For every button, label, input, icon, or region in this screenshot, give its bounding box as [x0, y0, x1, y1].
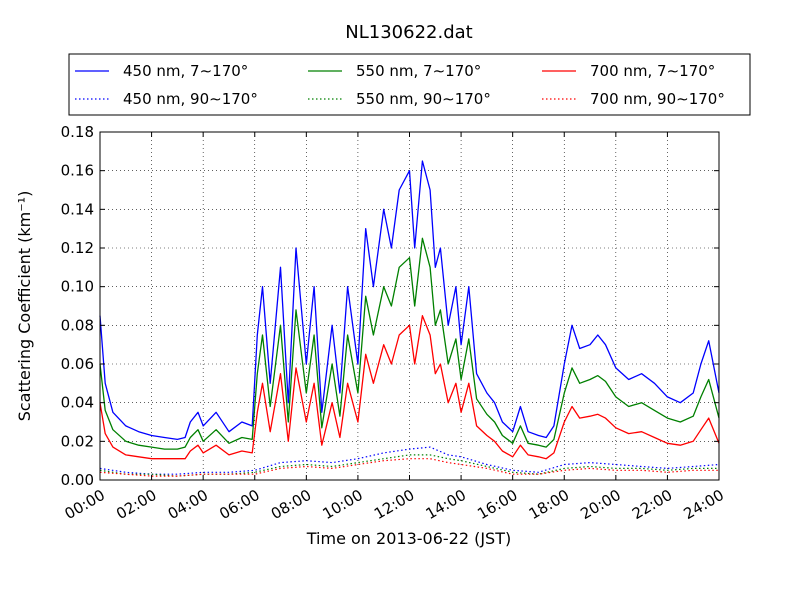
legend-label: 700 nm, 90∼170°	[590, 90, 725, 108]
series-line	[99, 315, 720, 460]
y-tick-labels: 0.00 0.02 0.04 0.06 0.08 0.10 0.12 0.14 0.16 0.18	[61, 123, 94, 489]
x-tick-label: 14:00	[423, 486, 469, 523]
x-tick-label: 10:00	[319, 486, 365, 523]
x-tick-label: 08:00	[268, 486, 314, 523]
legend-label: 550 nm, 90∼170°	[356, 90, 491, 108]
x-tick-labels: 00:00 02:00 04:00 06:00 08:00 10:00 12:00 14:00…	[62, 486, 727, 523]
plot-area: 0.00 0.02 0.04 0.06 0.08 0.10 0.12 0.14 0.16 0.18…	[61, 123, 727, 523]
x-tick-label: 24:00	[681, 486, 727, 523]
y-tick-label: 0.12	[61, 239, 94, 257]
series-line	[99, 458, 719, 477]
x-tick-label: 04:00	[165, 486, 211, 523]
series-line	[99, 454, 719, 477]
series-line	[99, 160, 720, 441]
x-axis-label: Time on 2013-06-22 (JST)	[306, 529, 511, 548]
legend-label: 700 nm, 7∼170°	[590, 62, 715, 80]
x-tick-label: 02:00	[113, 486, 159, 523]
x-tick-label: 12:00	[371, 486, 417, 523]
x-tick-label: 22:00	[629, 486, 675, 523]
legend-label: 450 nm, 7∼170°	[123, 62, 248, 80]
x-tick-label: 00:00	[62, 486, 108, 523]
legend: 450 nm, 7∼170° 450 nm, 90∼170° 550 nm, 7∼1…	[68, 53, 751, 116]
legend-label: 550 nm, 7∼170°	[356, 62, 481, 80]
chart-title: NL130622.dat	[345, 22, 472, 43]
y-tick-label: 0.18	[61, 123, 94, 141]
y-axis-label: Scattering Coefficient (km⁻¹)	[15, 191, 34, 422]
y-tick-label: 0.02	[61, 432, 94, 450]
y-tick-label: 0.16	[61, 162, 94, 180]
y-tick-label: 0.06	[61, 355, 94, 373]
series-line	[99, 237, 720, 450]
x-tick-label: 06:00	[216, 486, 262, 523]
y-tick-label: 0.08	[61, 316, 94, 334]
legend-label: 450 nm, 90∼170°	[123, 90, 258, 108]
y-tick-label: 0.04	[61, 394, 94, 412]
axis-ticks	[99, 131, 720, 481]
y-tick-label: 0.10	[61, 278, 94, 296]
series-lines	[99, 160, 720, 477]
grid	[99, 131, 720, 481]
x-tick-label: 20:00	[577, 486, 623, 523]
x-tick-label: 18:00	[526, 486, 572, 523]
y-tick-label: 0.00	[61, 471, 94, 489]
x-tick-label: 16:00	[474, 486, 520, 523]
legend-frame	[68, 53, 751, 116]
y-tick-label: 0.14	[61, 200, 94, 218]
